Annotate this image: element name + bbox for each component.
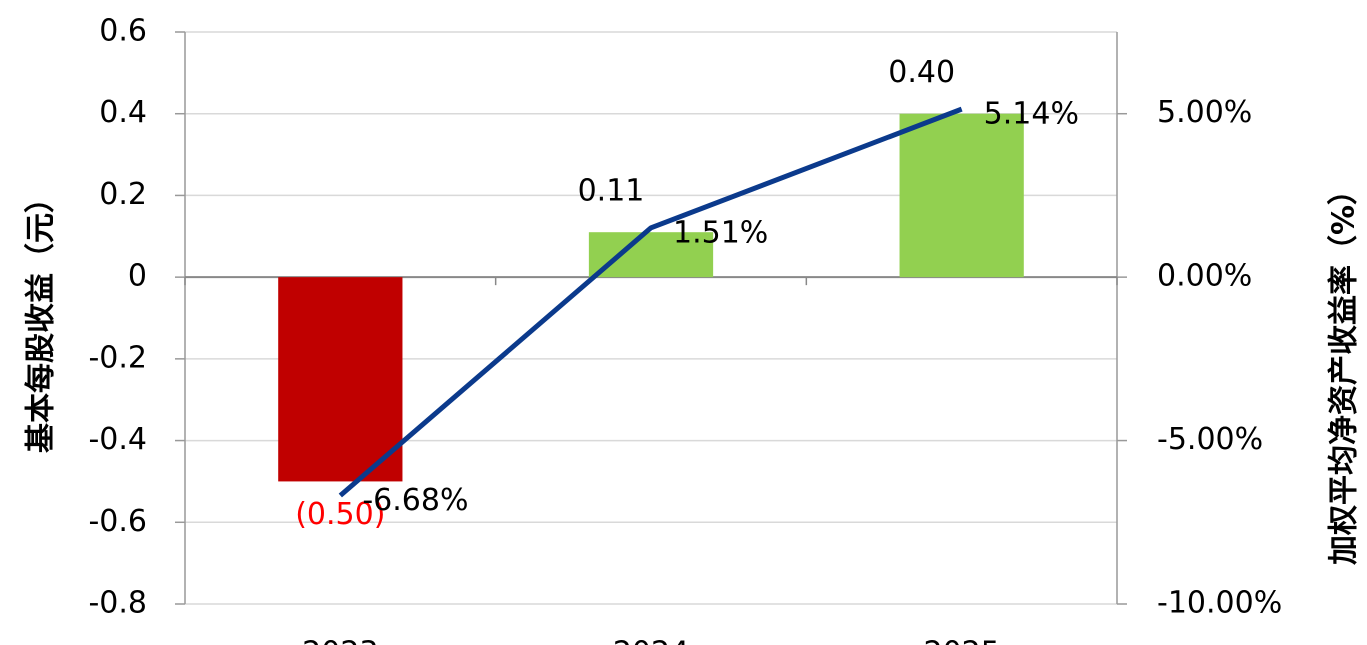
x-tick-label: 2025 [923, 636, 999, 645]
bar-value-label: (0.50) [295, 497, 385, 532]
y-tick-label: 0.6 [99, 14, 147, 49]
y-tick-label: -0.4 [88, 422, 147, 457]
line-value-label: 5.14% [984, 97, 1079, 132]
y2-axis-label: 加权平均净资产收益率（%） [1327, 175, 1362, 565]
y2-tick-label: -5.00% [1157, 422, 1263, 457]
y-tick-label: 0 [128, 259, 147, 294]
y-tick-label: 0.2 [99, 177, 147, 212]
y-tick-label: 0.4 [99, 95, 147, 130]
line-value-label: 1.51% [673, 215, 768, 250]
y-axis-label: 基本每股收益（元） [24, 183, 59, 453]
bar-value-label: 0.40 [888, 55, 955, 90]
x-tick-label: 2024 [613, 636, 689, 645]
bar [588, 232, 714, 278]
bar [278, 277, 403, 482]
y2-tick-label: 5.00% [1157, 95, 1252, 130]
y-tick-label: -0.2 [88, 340, 147, 375]
y2-tick-label: 0.00% [1157, 259, 1252, 294]
x-tick-label: 2023 [302, 636, 378, 645]
line-value-label: -6.68% [362, 483, 468, 518]
y-tick-label: -0.8 [88, 586, 147, 621]
bar-value-label: 0.11 [578, 174, 645, 209]
bar [899, 113, 1024, 278]
y2-tick-label: -10.00% [1157, 586, 1282, 621]
y-tick-label: -0.6 [88, 504, 147, 539]
line [338, 106, 963, 498]
